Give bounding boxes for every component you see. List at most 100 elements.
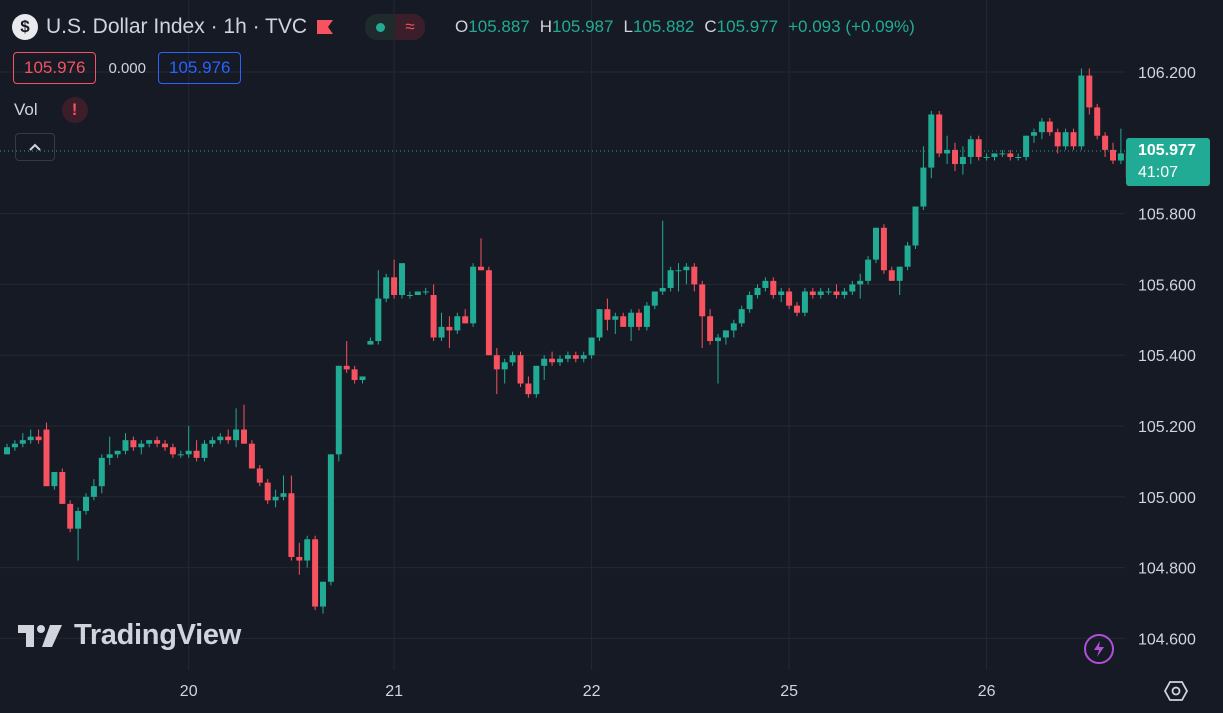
candle-body <box>1070 132 1077 147</box>
candle-body <box>296 556 303 561</box>
candle-body <box>509 355 516 363</box>
sell-button[interactable]: 105.976 <box>13 52 97 84</box>
candle-body <box>169 447 176 455</box>
candle-body <box>320 581 326 607</box>
candle-body <box>770 280 777 296</box>
lightning-icon[interactable] <box>1084 634 1114 664</box>
candle-body <box>857 280 864 285</box>
candle-body <box>1038 121 1045 133</box>
y-tick-label: 105.600 <box>1138 277 1196 294</box>
x-tick-label: 22 <box>583 683 601 700</box>
candle-body <box>375 298 382 342</box>
candle-body <box>707 316 714 342</box>
candle-body <box>596 309 603 338</box>
candle-body <box>98 457 105 487</box>
candle-body <box>75 510 82 529</box>
candle-body <box>256 468 263 483</box>
candle-body <box>588 337 595 356</box>
candle-body <box>715 337 721 342</box>
low-label: L <box>623 17 633 36</box>
candle-body <box>636 312 642 327</box>
x-tick-label: 25 <box>780 683 798 700</box>
candle-body <box>517 355 524 384</box>
candle-body <box>912 206 919 246</box>
collapse-button[interactable] <box>15 133 55 161</box>
candles <box>4 68 1140 614</box>
y-tick-label: 106.200 <box>1138 65 1196 82</box>
candle-body <box>122 440 129 451</box>
candle-body <box>1094 107 1101 136</box>
change-value: +0.093 (+0.09%) <box>788 17 915 36</box>
candle-body <box>454 316 461 331</box>
candle-body <box>470 266 477 324</box>
x-tick-label: 26 <box>978 683 996 700</box>
candle-body <box>1078 75 1085 147</box>
candle-body <box>880 227 887 271</box>
chart-title[interactable]: U.S. Dollar Index · 1h · TVC <box>46 15 308 38</box>
candle-body <box>959 156 966 165</box>
candle-body <box>146 440 153 444</box>
candle-body <box>399 263 405 296</box>
time-axis[interactable]: 20 21 22 25 26 <box>180 683 996 700</box>
candle-body <box>1031 132 1037 136</box>
candle-body <box>1023 135 1030 157</box>
candle-body <box>177 454 184 456</box>
candle-body <box>920 167 927 207</box>
high-label: H <box>539 17 553 36</box>
candle-body <box>809 291 816 296</box>
candle-body <box>288 493 295 557</box>
wave-icon: ≈ <box>395 14 426 40</box>
tradingview-logo[interactable]: TradingView <box>18 619 241 652</box>
candle-body <box>430 295 437 338</box>
candle-body <box>888 270 895 281</box>
candle-body <box>999 153 1006 155</box>
settings-icon[interactable] <box>1164 679 1188 703</box>
candle-body <box>154 440 161 444</box>
candle-body <box>628 312 635 327</box>
open-value: 105.887 <box>468 17 530 36</box>
candle-body <box>391 277 398 296</box>
candle-body <box>549 358 556 363</box>
candle-body <box>659 287 666 292</box>
y-tick-label: 104.600 <box>1138 631 1196 648</box>
y-tick-label: 105.200 <box>1138 419 1196 436</box>
candle-body <box>1086 75 1093 108</box>
last-price-tag: 105.977 41:07 <box>1126 138 1210 186</box>
candle-body <box>952 149 958 165</box>
candle-body <box>967 139 974 157</box>
spread-value: 0.000 <box>108 59 146 77</box>
buy-button[interactable]: 105.976 <box>158 52 242 84</box>
x-tick-label: 21 <box>385 683 403 700</box>
candle-body <box>501 362 508 370</box>
candle-body <box>462 316 469 324</box>
candle-body <box>11 443 18 448</box>
candle-body <box>493 355 500 370</box>
candle-body <box>406 295 413 297</box>
candle-body <box>991 153 998 157</box>
low-value: 105.882 <box>632 17 695 36</box>
candle-body <box>1015 156 1022 158</box>
candle-body <box>762 280 769 288</box>
candle-body <box>485 270 492 356</box>
price-axis[interactable]: 106.200 105.800 105.600 105.400 105.200 105.0… <box>1138 65 1196 648</box>
market-status-pill[interactable]: ≈ <box>365 14 426 40</box>
candle-body <box>604 309 611 320</box>
candle-body <box>1102 135 1109 150</box>
candle-body <box>533 365 540 395</box>
alert-icon[interactable]: ! <box>61 97 88 123</box>
candle-body <box>4 447 10 455</box>
candle-body <box>51 472 58 487</box>
candle-body <box>580 355 587 359</box>
candle-body <box>414 291 421 296</box>
candle-body <box>754 287 761 296</box>
volume-indicator[interactable]: Vol ! <box>14 97 88 123</box>
candle-body <box>209 440 216 444</box>
candle-body <box>1046 121 1053 133</box>
candle-body <box>446 326 453 331</box>
tradingview-mark-icon <box>18 624 62 647</box>
y-tick-label: 104.800 <box>1138 561 1196 578</box>
candle-body <box>541 358 548 366</box>
flag-icon[interactable] <box>315 17 335 37</box>
candle-body <box>738 309 745 324</box>
